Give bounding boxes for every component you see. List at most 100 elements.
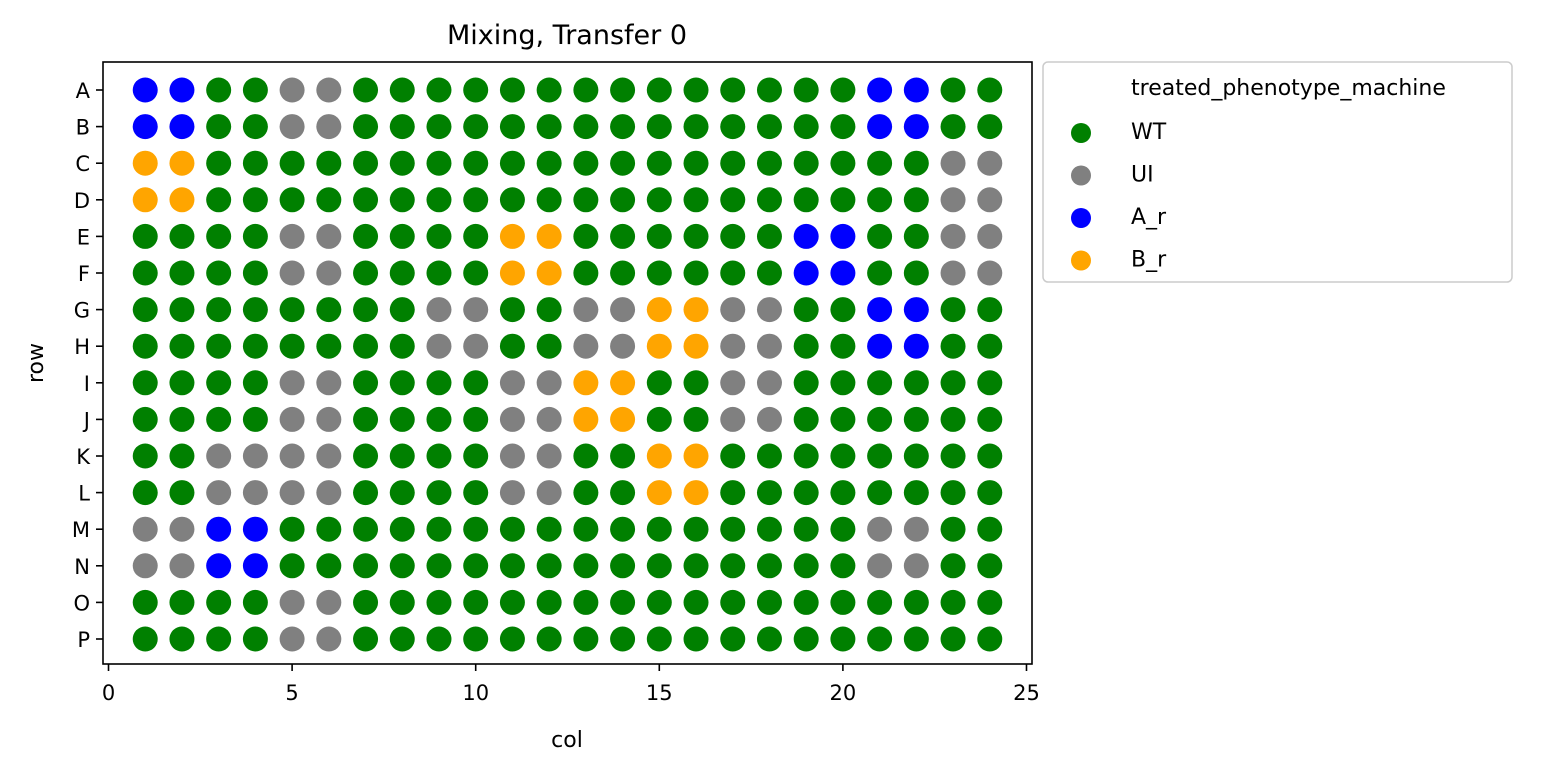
- well-M24: [977, 516, 1003, 542]
- well-P23: [940, 626, 966, 652]
- well-L1: [132, 480, 158, 506]
- well-B20: [830, 114, 856, 140]
- well-F18: [756, 260, 782, 286]
- well-B3: [206, 114, 232, 140]
- well-H8: [389, 333, 415, 359]
- well-J12: [536, 406, 562, 432]
- well-K19: [793, 443, 819, 469]
- well-N24: [977, 553, 1003, 579]
- well-C19: [793, 150, 819, 176]
- well-L12: [536, 480, 562, 506]
- well-C13: [573, 150, 599, 176]
- well-O23: [940, 589, 966, 615]
- well-P22: [903, 626, 929, 652]
- well-P8: [389, 626, 415, 652]
- well-J3: [206, 406, 232, 432]
- well-L18: [756, 480, 782, 506]
- chart-title: Mixing, Transfer 0: [447, 20, 687, 51]
- well-G5: [279, 297, 305, 323]
- well-L4: [242, 480, 268, 506]
- well-L10: [463, 480, 489, 506]
- x-tick-label: 0: [102, 681, 115, 705]
- well-A4: [242, 77, 268, 103]
- y-tick-label: L: [78, 482, 90, 506]
- legend-frame: [1042, 61, 1513, 283]
- well-L24: [977, 480, 1003, 506]
- well-A19: [793, 77, 819, 103]
- well-H5: [279, 333, 305, 359]
- well-O14: [610, 589, 636, 615]
- well-G6: [316, 297, 342, 323]
- well-D7: [353, 187, 379, 213]
- well-F23: [940, 260, 966, 286]
- well-M14: [610, 516, 636, 542]
- well-J11: [499, 406, 525, 432]
- well-B4: [242, 114, 268, 140]
- well-C7: [353, 150, 379, 176]
- well-N7: [353, 553, 379, 579]
- well-M2: [169, 516, 195, 542]
- well-P20: [830, 626, 856, 652]
- well-C4: [242, 150, 268, 176]
- well-A11: [499, 77, 525, 103]
- well-K20: [830, 443, 856, 469]
- well-B14: [610, 114, 636, 140]
- well-E4: [242, 223, 268, 249]
- well-C16: [683, 150, 709, 176]
- well-I14: [610, 370, 636, 396]
- well-A5: [279, 77, 305, 103]
- well-G16: [683, 297, 709, 323]
- well-K21: [867, 443, 893, 469]
- well-J23: [940, 406, 966, 432]
- well-K14: [610, 443, 636, 469]
- well-N19: [793, 553, 819, 579]
- well-K7: [353, 443, 379, 469]
- well-O15: [646, 589, 672, 615]
- well-P1: [132, 626, 158, 652]
- well-J8: [389, 406, 415, 432]
- well-F10: [463, 260, 489, 286]
- y-tick-label: O: [73, 591, 90, 615]
- well-B6: [316, 114, 342, 140]
- well-J15: [646, 406, 672, 432]
- well-P3: [206, 626, 232, 652]
- well-N15: [646, 553, 672, 579]
- well-C5: [279, 150, 305, 176]
- well-G24: [977, 297, 1003, 323]
- well-I21: [867, 370, 893, 396]
- well-O22: [903, 589, 929, 615]
- well-G20: [830, 297, 856, 323]
- well-F22: [903, 260, 929, 286]
- well-M11: [499, 516, 525, 542]
- well-A9: [426, 77, 452, 103]
- well-M3: [206, 516, 232, 542]
- well-F2: [169, 260, 195, 286]
- well-C3: [206, 150, 232, 176]
- well-G17: [720, 297, 746, 323]
- well-I2: [169, 370, 195, 396]
- well-K1: [132, 443, 158, 469]
- well-M20: [830, 516, 856, 542]
- x-axis-label: col: [551, 728, 583, 753]
- well-C23: [940, 150, 966, 176]
- well-H17: [720, 333, 746, 359]
- well-I6: [316, 370, 342, 396]
- well-N23: [940, 553, 966, 579]
- well-M1: [132, 516, 158, 542]
- well-L11: [499, 480, 525, 506]
- well-F4: [242, 260, 268, 286]
- well-M9: [426, 516, 452, 542]
- y-tick-label: G: [74, 299, 90, 323]
- y-tick-label: E: [77, 225, 90, 249]
- well-D11: [499, 187, 525, 213]
- well-C12: [536, 150, 562, 176]
- well-E24: [977, 223, 1003, 249]
- well-G4: [242, 297, 268, 323]
- well-D17: [720, 187, 746, 213]
- well-A21: [867, 77, 893, 103]
- well-E18: [756, 223, 782, 249]
- well-N21: [867, 553, 893, 579]
- well-H1: [132, 333, 158, 359]
